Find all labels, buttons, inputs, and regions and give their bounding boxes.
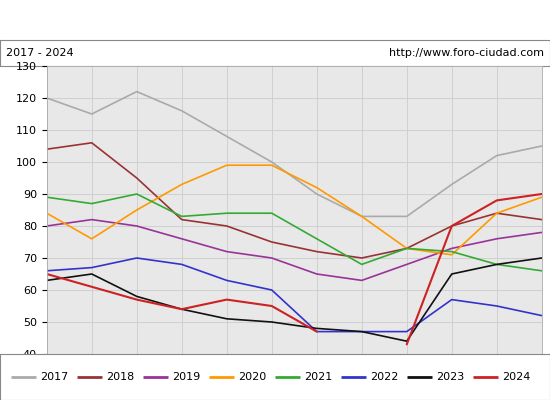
Text: 2019: 2019 xyxy=(172,372,200,382)
Text: 2022: 2022 xyxy=(370,372,399,382)
Text: 2024: 2024 xyxy=(502,372,531,382)
Text: 2017 - 2024: 2017 - 2024 xyxy=(6,48,73,58)
Text: 2018: 2018 xyxy=(106,372,134,382)
Text: 2017: 2017 xyxy=(40,372,68,382)
Text: 2021: 2021 xyxy=(304,372,332,382)
Text: 2020: 2020 xyxy=(238,372,266,382)
Text: 2023: 2023 xyxy=(436,372,464,382)
Text: http://www.foro-ciudad.com: http://www.foro-ciudad.com xyxy=(389,48,544,58)
Text: Evolucion del paro registrado en Torrecillas de la Tiesa: Evolucion del paro registrado en Torreci… xyxy=(86,13,464,27)
